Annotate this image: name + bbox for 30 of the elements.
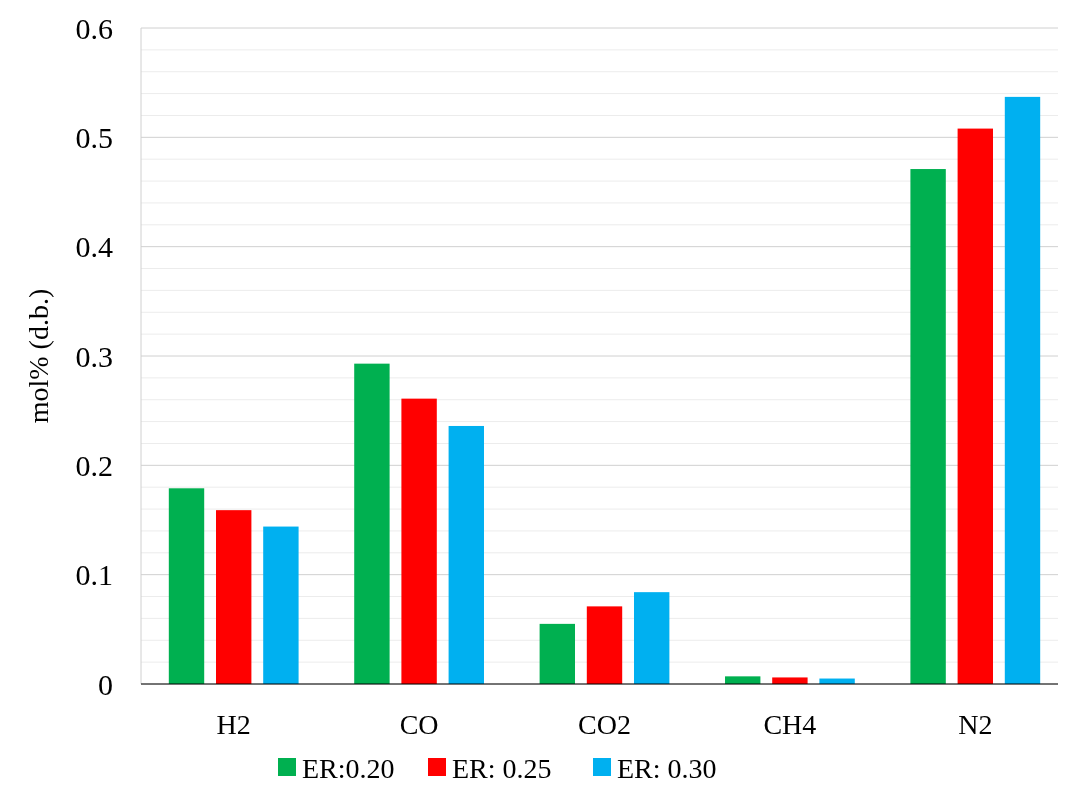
bar: [401, 398, 437, 684]
bar: [448, 425, 484, 684]
bar: [634, 592, 670, 684]
bar: [263, 526, 299, 684]
y-tick-label: 0.4: [75, 230, 113, 264]
bar: [957, 128, 993, 684]
y-tick-label: 0.2: [75, 448, 113, 482]
y-tick-label: 0.5: [75, 120, 113, 154]
bar: [1004, 96, 1041, 684]
legend-label: ER: 0.30: [617, 753, 717, 784]
bar: [910, 169, 946, 684]
bar: [586, 606, 623, 684]
bar: [354, 363, 390, 684]
x-tick-label: N2: [958, 709, 993, 740]
x-tick-label: CO: [399, 709, 439, 740]
x-tick-label: CO2: [578, 709, 631, 740]
bar: [168, 488, 205, 684]
bar: [725, 676, 761, 684]
y-tick-label: 0.1: [75, 558, 113, 592]
bar: [772, 677, 808, 684]
y-tick-label: 0: [98, 667, 113, 701]
bar: [216, 510, 252, 684]
y-axis-title: mol% (d.b.): [23, 288, 54, 424]
y-tick-label: 0.3: [75, 339, 113, 373]
y-tick-label: 0.6: [75, 11, 113, 45]
bar: [539, 623, 575, 684]
legend-label: ER:0.20: [302, 753, 395, 784]
legend-label: ER: 0.25: [452, 753, 552, 784]
x-tick-label: H2: [216, 709, 251, 740]
x-tick-label: CH4: [763, 709, 817, 740]
